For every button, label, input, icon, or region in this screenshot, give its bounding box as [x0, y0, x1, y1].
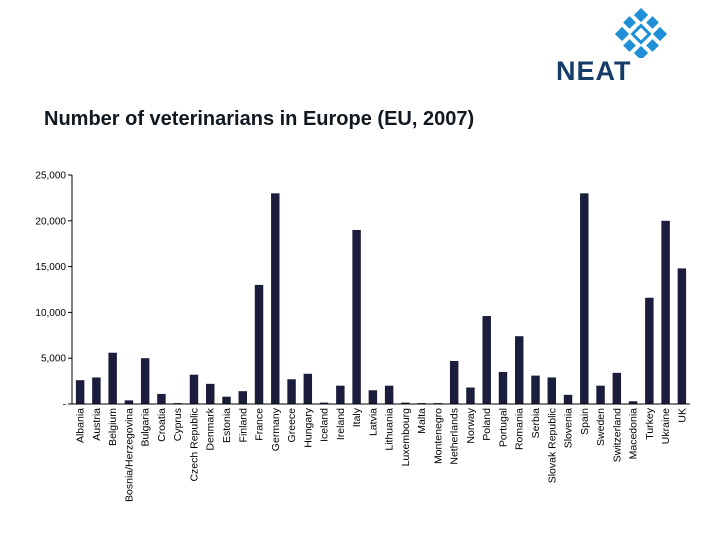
x-tick-label: Switzerland: [611, 408, 623, 462]
bar-luxembourg: [401, 402, 410, 404]
x-tick-label: Serbia: [530, 408, 542, 439]
bar-portugal: [498, 371, 508, 404]
x-tick-label: Croatia: [156, 408, 168, 442]
bar-czech-republic: [189, 374, 199, 404]
x-tick-label: Montenegro: [432, 408, 444, 464]
bar-italy: [352, 229, 361, 404]
chart-title: Number of veterinarians in Europe (EU, 2…: [44, 108, 475, 130]
x-tick-label: Portugal: [497, 408, 509, 447]
x-tick-label: Bosnia/Herzegovina: [123, 408, 135, 502]
x-tick-label: Iceland: [319, 408, 331, 442]
x-tick-label: Slovenia: [563, 408, 575, 448]
neat-logo: NEAT: [556, 7, 686, 86]
bar-switzerland: [612, 372, 622, 404]
bar-greece: [287, 379, 296, 404]
x-tick-label: Slovak Republic: [546, 408, 558, 483]
bar-austria: [92, 377, 101, 404]
x-tick-label: Austria: [91, 408, 103, 441]
x-tick-label: Germany: [270, 407, 282, 451]
x-tick-label: Finland: [237, 408, 249, 443]
bar-slovak-republic: [547, 377, 556, 404]
neat-logo-emblem-icon: [614, 7, 668, 61]
x-tick-label: Greece: [286, 408, 298, 443]
x-tick-label: Luxembourg: [400, 408, 412, 467]
bar-bosnia-herzegovina: [124, 400, 134, 404]
bar-germany: [271, 193, 280, 404]
bar-ireland: [336, 385, 345, 404]
x-axis-labels: Albania Austria Belgium Bosnia/Herzegovina B…: [75, 407, 689, 502]
x-tick-label: Spain: [579, 408, 591, 435]
bar-france: [254, 284, 264, 404]
x-tick-label: Belgium: [107, 408, 119, 446]
bar-poland: [482, 316, 491, 404]
bar-ukraine: [661, 220, 670, 404]
x-tick-label: Czech Republic: [188, 408, 200, 482]
bar-denmark: [206, 383, 215, 404]
bar-bulgaria: [140, 358, 150, 404]
x-tick-label: Lithuania: [384, 408, 396, 451]
bar-serbia: [531, 375, 540, 404]
x-tick-label: Turkey: [644, 407, 656, 439]
x-tick-label: Denmark: [205, 407, 217, 450]
bar-turkey: [645, 297, 654, 404]
x-tick-label: Latvia: [367, 408, 379, 436]
x-tick-label: Ireland: [335, 408, 347, 440]
x-tick-label: Malta: [416, 408, 428, 434]
y-tick-label: -: [63, 400, 66, 411]
bar-iceland: [319, 402, 329, 404]
y-tick-label: 10,000: [35, 308, 66, 319]
bar-croatia: [157, 393, 166, 404]
x-tick-label: Norway: [465, 407, 477, 443]
bar-series: [75, 193, 687, 404]
bar-hungary: [303, 373, 313, 404]
x-tick-label: UK: [676, 408, 688, 423]
bar-finland: [238, 391, 247, 404]
bar-belgium: [108, 352, 117, 404]
x-tick-label: Macedonia: [628, 408, 640, 460]
bar-uk: [677, 268, 687, 404]
y-tick-label: 25,000: [35, 171, 66, 182]
bar-lithuania: [384, 385, 394, 404]
y-tick-label: 5,000: [41, 354, 66, 365]
x-tick-label: Poland: [481, 408, 493, 441]
bar-spain: [580, 193, 589, 404]
x-tick-label: Cyprus: [172, 408, 184, 441]
x-tick-label: France: [254, 408, 266, 441]
y-tick-label: 20,000: [35, 216, 66, 227]
bar-netherlands: [449, 360, 459, 404]
x-tick-label: Italy: [351, 407, 363, 427]
bar-estonia: [222, 396, 231, 404]
bar-slovenia: [563, 394, 573, 404]
x-tick-label: Romania: [514, 408, 526, 450]
x-tick-label: Sweden: [595, 408, 607, 446]
bar-sweden: [596, 385, 605, 404]
bar-macedonia: [628, 401, 638, 404]
y-tick-label: 15,000: [35, 262, 66, 273]
logo-text: NEAT: [556, 56, 632, 86]
x-tick-label: Estonia: [221, 408, 233, 443]
bar-romania: [515, 336, 524, 404]
bar-albania: [75, 380, 85, 404]
bar-norway: [466, 387, 475, 404]
x-tick-label: Ukraine: [660, 408, 672, 444]
y-axis-ticks: - 5,000 10,000 15,000 20,000 25,000: [35, 171, 72, 411]
x-tick-label: Albania: [75, 408, 87, 443]
x-tick-label: Netherlands: [449, 408, 461, 465]
x-tick-label: Bulgaria: [140, 408, 152, 447]
bar-latvia: [368, 390, 378, 404]
x-tick-label: Hungary: [302, 407, 314, 447]
